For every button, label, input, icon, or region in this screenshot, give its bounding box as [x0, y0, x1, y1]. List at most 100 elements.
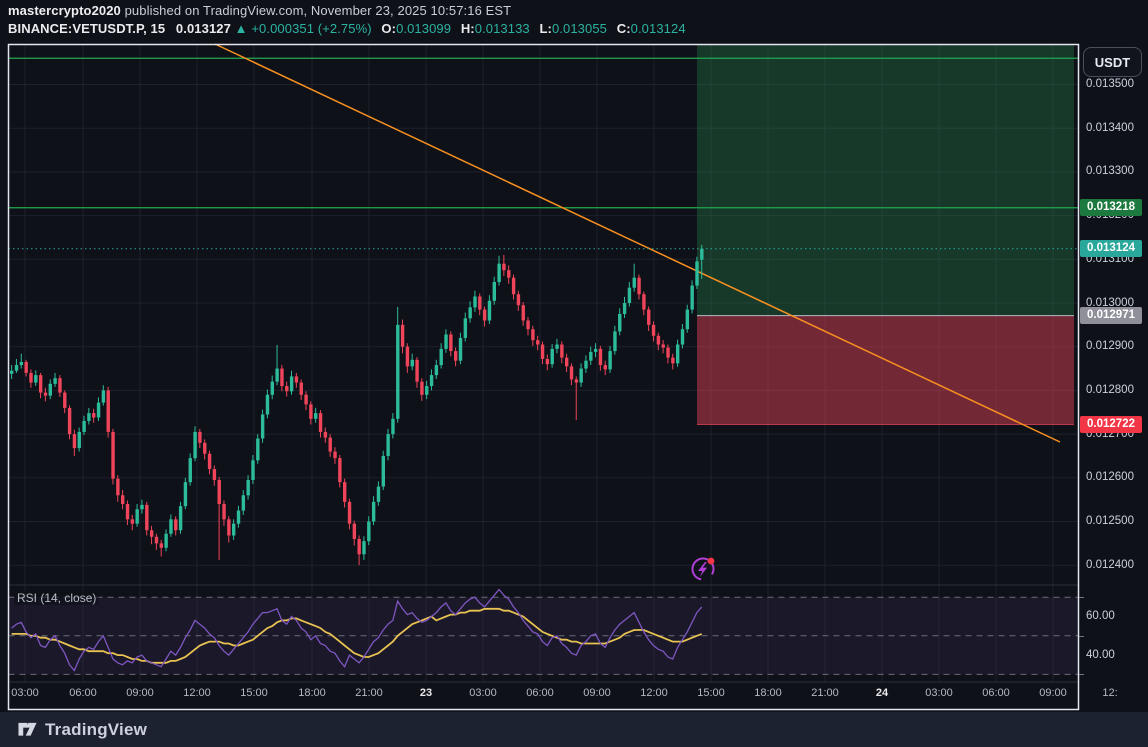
- low-value: 0.013055: [551, 21, 607, 36]
- candle: [391, 418, 395, 435]
- candle: [198, 431, 202, 443]
- candle: [492, 282, 496, 301]
- time-axis-label: 09:00: [583, 687, 611, 699]
- currency-toggle-button[interactable]: USDT: [1083, 47, 1142, 77]
- rsi-axis-tick: [1079, 597, 1084, 599]
- candle: [309, 404, 313, 419]
- candle: [579, 368, 583, 383]
- candle: [468, 307, 472, 319]
- candle: [463, 318, 468, 338]
- candle: [584, 360, 588, 369]
- open-value: 0.013099: [396, 21, 452, 36]
- candle: [453, 351, 458, 361]
- up-arrow-icon: ▲: [234, 21, 248, 36]
- candle: [429, 375, 434, 387]
- price-axis-label: 0.012900: [1086, 340, 1134, 353]
- candle: [116, 478, 120, 496]
- candle: [651, 324, 656, 336]
- candle: [304, 394, 308, 405]
- candle: [545, 358, 550, 365]
- candle: [700, 248, 704, 260]
- time-axis-label: 18:00: [298, 687, 326, 699]
- candle: [666, 347, 670, 358]
- candle: [415, 359, 419, 382]
- candle: [381, 455, 386, 487]
- candle: [14, 365, 19, 371]
- price-axis-label: 0.012800: [1086, 383, 1134, 396]
- candle: [675, 344, 680, 364]
- time-axis-label: 12:: [1102, 687, 1118, 699]
- candle: [58, 378, 62, 393]
- tradingview-logo-icon[interactable]: [18, 721, 37, 738]
- candle: [352, 523, 357, 539]
- tradingview-brand-text[interactable]: TradingView: [45, 719, 148, 739]
- low-label: L:: [539, 21, 552, 36]
- price-badge: 0.012722: [1080, 416, 1142, 434]
- time-axis-label: 15:00: [697, 687, 725, 699]
- candle: [82, 420, 86, 432]
- time-axis-label: 06:00: [982, 687, 1010, 699]
- candle: [222, 504, 226, 520]
- candle: [569, 366, 574, 380]
- candle: [294, 376, 299, 383]
- candle: [531, 329, 535, 341]
- candle: [502, 263, 506, 271]
- high-label: H:: [460, 21, 475, 36]
- candle: [43, 392, 48, 396]
- candle: [627, 287, 632, 303]
- candle: [217, 479, 221, 505]
- candle: [680, 329, 685, 345]
- candle: [111, 431, 115, 479]
- time-axis-label: 06:00: [69, 687, 97, 699]
- candle: [270, 381, 275, 395]
- rsi-axis-tick: [1079, 635, 1084, 637]
- rsi-axis-label: 40.00: [1086, 648, 1115, 661]
- publish-text: published on TradingView.com, November 2…: [120, 3, 512, 18]
- lightning-marker-icon[interactable]: [691, 557, 715, 581]
- candle: [560, 344, 564, 358]
- candle: [265, 394, 270, 415]
- candle: [145, 504, 149, 531]
- candle: [275, 368, 279, 382]
- candle: [410, 359, 414, 367]
- candle: [521, 305, 525, 321]
- candle: [34, 375, 38, 383]
- candle: [285, 386, 289, 392]
- candle: [48, 383, 53, 396]
- candle: [96, 402, 101, 418]
- candle: [637, 277, 641, 295]
- price-axis-label: 0.013500: [1086, 78, 1134, 90]
- candle: [260, 414, 265, 439]
- candle: [289, 376, 294, 392]
- candle: [125, 504, 130, 520]
- candle: [400, 324, 405, 347]
- candle: [371, 501, 376, 522]
- last-price: 0.013127: [175, 21, 231, 36]
- candle: [256, 438, 260, 461]
- candle: [159, 543, 164, 548]
- time-axis-label: 18:00: [754, 687, 782, 699]
- price-badge: 0.013124: [1080, 240, 1142, 258]
- price-axis-label: 0.013300: [1086, 165, 1134, 178]
- time-axis-label: 09:00: [126, 687, 154, 699]
- candle: [511, 277, 516, 295]
- candle: [120, 495, 125, 505]
- candle: [140, 504, 144, 510]
- candle: [589, 351, 593, 361]
- candle: [425, 386, 429, 395]
- candle: [130, 519, 135, 524]
- candle: [434, 365, 439, 376]
- candle: [647, 309, 651, 325]
- candle: [236, 510, 241, 524]
- time-axis-label: 21:00: [355, 687, 383, 699]
- candle: [212, 469, 217, 480]
- chart-frame: [7, 43, 1080, 711]
- candle: [497, 263, 501, 283]
- candle: [188, 458, 192, 483]
- candle: [622, 303, 627, 314]
- candle: [183, 482, 188, 507]
- candle: [405, 346, 410, 367]
- candle: [241, 495, 246, 511]
- candle: [87, 413, 91, 421]
